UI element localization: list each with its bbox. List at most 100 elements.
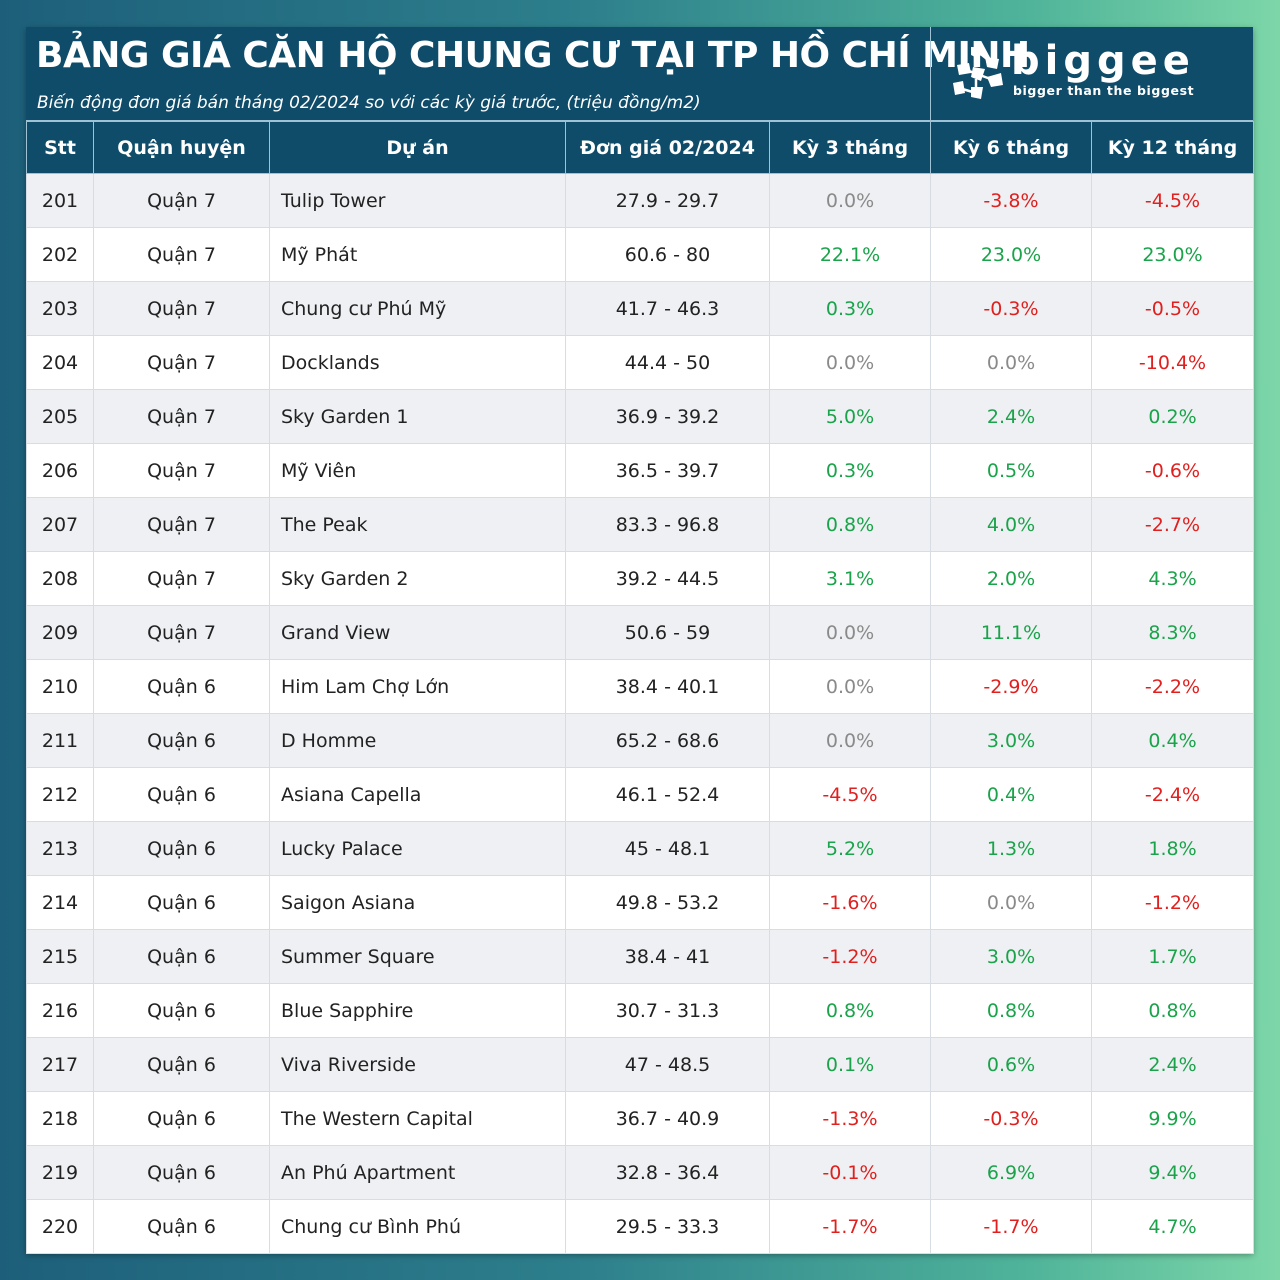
cell-price: 36.5 - 39.7 xyxy=(565,443,770,498)
cell-district: Quận 7 xyxy=(93,443,270,498)
page-subtitle: Biến động đơn giá bán tháng 02/2024 so v… xyxy=(37,93,701,113)
cell-stt: 203 xyxy=(26,281,94,336)
cell-project: D Homme xyxy=(269,713,566,768)
table-row: 216 Quận 6 Blue Sapphire 30.7 - 31.3 0.8% 0.8… xyxy=(26,983,1254,1038)
cell-project: Blue Sapphire xyxy=(269,983,566,1038)
cell-stt: 209 xyxy=(26,605,94,660)
cell-price: 47 - 48.5 xyxy=(565,1037,770,1092)
cell-change-6-month: -3.8% xyxy=(930,173,1092,228)
cell-project: Sky Garden 2 xyxy=(269,551,566,606)
cell-change-6-month: 0.8% xyxy=(930,983,1092,1038)
cell-change-12-month: -2.7% xyxy=(1091,497,1254,552)
cell-change-3-month: -1.2% xyxy=(769,929,931,984)
cell-change-12-month: 9.9% xyxy=(1091,1091,1254,1146)
column-header-stt: Stt xyxy=(26,121,94,174)
cell-price: 50.6 - 59 xyxy=(565,605,770,660)
cell-stt: 206 xyxy=(26,443,94,498)
cell-stt: 211 xyxy=(26,713,94,768)
cell-project: Chung cư Bình Phú xyxy=(269,1199,566,1254)
cell-change-6-month: 6.9% xyxy=(930,1145,1092,1200)
cell-change-12-month: 2.4% xyxy=(1091,1037,1254,1092)
cell-change-6-month: 3.0% xyxy=(930,929,1092,984)
cell-change-3-month: 0.3% xyxy=(769,281,931,336)
cell-project: Saigon Asiana xyxy=(269,875,566,930)
cell-price: 65.2 - 68.6 xyxy=(565,713,770,768)
column-header-price: Đơn giá 02/2024 xyxy=(565,121,770,174)
cell-project: Lucky Palace xyxy=(269,821,566,876)
column-header-3-month: Kỳ 3 tháng xyxy=(769,121,931,174)
table-row: 205 Quận 7 Sky Garden 1 36.9 - 39.2 5.0% 2.4%… xyxy=(26,389,1254,444)
cell-change-12-month: -4.5% xyxy=(1091,173,1254,228)
cell-price: 36.7 - 40.9 xyxy=(565,1091,770,1146)
brand-name: biggee xyxy=(1011,38,1195,84)
cell-price: 41.7 - 46.3 xyxy=(565,281,770,336)
column-header-6-month: Kỳ 6 tháng xyxy=(930,121,1092,174)
cell-change-6-month: -1.7% xyxy=(930,1199,1092,1254)
cell-price: 27.9 - 29.7 xyxy=(565,173,770,228)
cell-change-12-month: 0.8% xyxy=(1091,983,1254,1038)
column-header-district: Quận huyện xyxy=(93,121,270,174)
cell-stt: 218 xyxy=(26,1091,94,1146)
cell-district: Quận 6 xyxy=(93,713,270,768)
cell-project: Summer Square xyxy=(269,929,566,984)
table-row: 214 Quận 6 Saigon Asiana 49.8 - 53.2 -1.6% 0.… xyxy=(26,875,1254,930)
cell-project: The Western Capital xyxy=(269,1091,566,1146)
cell-change-6-month: 1.3% xyxy=(930,821,1092,876)
price-table: Stt Quận huyện Dự án Đơn giá 02/2024 Kỳ … xyxy=(26,121,1254,1254)
cell-district: Quận 6 xyxy=(93,875,270,930)
cell-price: 39.2 - 44.5 xyxy=(565,551,770,606)
cell-change-3-month: 22.1% xyxy=(769,227,931,282)
cell-stt: 204 xyxy=(26,335,94,390)
cell-change-6-month: 0.0% xyxy=(930,335,1092,390)
cell-change-6-month: -0.3% xyxy=(930,1091,1092,1146)
cell-change-12-month: -2.4% xyxy=(1091,767,1254,822)
cell-stt: 214 xyxy=(26,875,94,930)
cell-change-3-month: 0.0% xyxy=(769,335,931,390)
cell-change-3-month: 0.3% xyxy=(769,443,931,498)
cell-stt: 217 xyxy=(26,1037,94,1092)
table-row: 207 Quận 7 The Peak 83.3 - 96.8 0.8% 4.0% -2.7… xyxy=(26,497,1254,552)
table-row: 220 Quận 6 Chung cư Bình Phú 29.5 - 33.3 -1.… xyxy=(26,1199,1254,1254)
table-row: 218 Quận 6 The Western Capital 36.7 - 40.9-… xyxy=(26,1091,1254,1146)
cell-price: 29.5 - 33.3 xyxy=(565,1199,770,1254)
table-header-row: Stt Quận huyện Dự án Đơn giá 02/2024 Kỳ … xyxy=(26,121,1254,174)
cell-project: Docklands xyxy=(269,335,566,390)
cell-change-3-month: -1.7% xyxy=(769,1199,931,1254)
cell-change-3-month: -4.5% xyxy=(769,767,931,822)
cell-price: 44.4 - 50 xyxy=(565,335,770,390)
cell-price: 49.8 - 53.2 xyxy=(565,875,770,930)
cell-stt: 207 xyxy=(26,497,94,552)
cell-price: 36.9 - 39.2 xyxy=(565,389,770,444)
cell-change-3-month: 0.1% xyxy=(769,1037,931,1092)
table-row: 210 Quận 6 Him Lam Chợ Lớn 38.4 - 40.1 0.0% -… xyxy=(26,659,1254,714)
brand-tagline: bigger than the biggest xyxy=(1013,83,1195,98)
cell-change-3-month: -1.6% xyxy=(769,875,931,930)
cell-district: Quận 6 xyxy=(93,1199,270,1254)
cell-change-3-month: 0.8% xyxy=(769,983,931,1038)
cell-change-6-month: 4.0% xyxy=(930,497,1092,552)
cell-change-6-month: 2.4% xyxy=(930,389,1092,444)
cell-district: Quận 6 xyxy=(93,821,270,876)
cell-price: 46.1 - 52.4 xyxy=(565,767,770,822)
cell-district: Quận 7 xyxy=(93,551,270,606)
cell-project: Viva Riverside xyxy=(269,1037,566,1092)
table-row: 209 Quận 7 Grand View 50.6 - 59 0.0% 11.1% 8.3… xyxy=(26,605,1254,660)
cell-change-3-month: 0.8% xyxy=(769,497,931,552)
cell-change-12-month: 1.8% xyxy=(1091,821,1254,876)
cell-district: Quận 6 xyxy=(93,1145,270,1200)
page-title: BẢNG GIÁ CĂN HỘ CHUNG CƯ TẠI TP HỒ CHÍ M… xyxy=(36,35,1030,76)
table-row: 201 Quận 7 Tulip Tower 27.9 - 29.7 0.0% -3.8%… xyxy=(26,173,1254,228)
cell-change-6-month: -0.3% xyxy=(930,281,1092,336)
cell-change-3-month: 0.0% xyxy=(769,605,931,660)
cell-change-12-month: 23.0% xyxy=(1091,227,1254,282)
cell-price: 30.7 - 31.3 xyxy=(565,983,770,1038)
cell-change-6-month: 23.0% xyxy=(930,227,1092,282)
price-table-card: BẢNG GIÁ CĂN HỘ CHUNG CƯ TẠI TP HỒ CHÍ M… xyxy=(26,27,1254,1254)
cell-district: Quận 7 xyxy=(93,389,270,444)
cell-price: 83.3 - 96.8 xyxy=(565,497,770,552)
column-header-project: Dự án xyxy=(269,121,566,174)
table-row: 219 Quận 6 An Phú Apartment 32.8 - 36.4 -0.1… xyxy=(26,1145,1254,1200)
cell-change-3-month: -0.1% xyxy=(769,1145,931,1200)
cell-district: Quận 7 xyxy=(93,281,270,336)
cell-project: Asiana Capella xyxy=(269,767,566,822)
